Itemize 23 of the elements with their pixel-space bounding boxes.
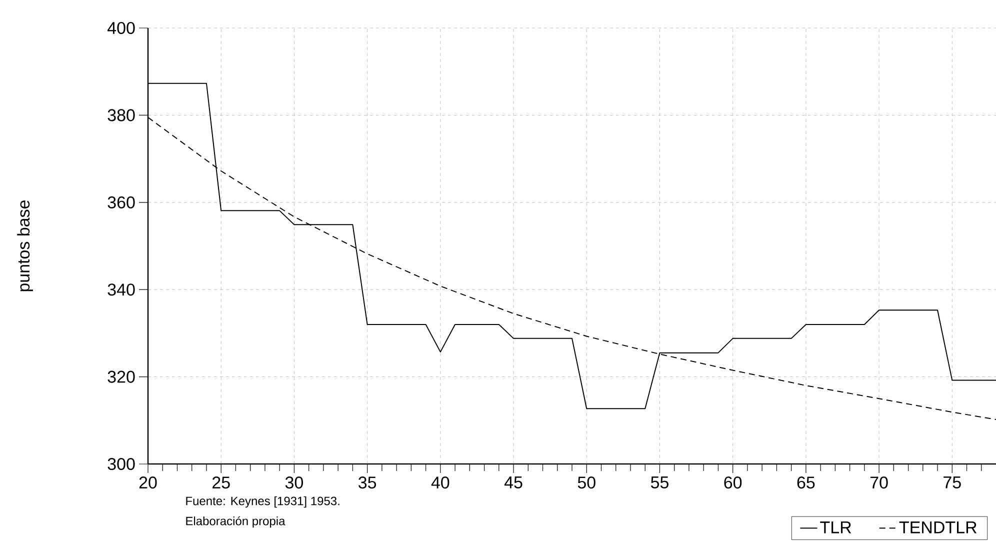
legend-label: TLR bbox=[820, 522, 852, 534]
x-tick-label: 35 bbox=[358, 476, 376, 489]
y-tick-label: 400 bbox=[107, 22, 135, 34]
legend-label: TENDTLR bbox=[899, 522, 977, 534]
x-tick-label: 25 bbox=[212, 476, 230, 489]
y-tick-label: 320 bbox=[108, 370, 135, 383]
x-tick-label: 20 bbox=[139, 476, 157, 489]
x-tick-label: 70 bbox=[870, 476, 888, 489]
x-tick-label: 50 bbox=[578, 476, 596, 489]
y-tick-label: 340 bbox=[108, 284, 135, 296]
x-tick-label: 75 bbox=[944, 476, 961, 488]
text: Elaboración propia bbox=[186, 516, 286, 528]
x-tick-label: 45 bbox=[504, 476, 522, 488]
y-tick-label: 380 bbox=[108, 109, 135, 122]
x-tick-label: 40 bbox=[431, 476, 450, 489]
x-tick-label: 60 bbox=[724, 476, 742, 489]
x-tick-label: 55 bbox=[650, 476, 668, 488]
y-tick-label: 360 bbox=[108, 196, 135, 208]
source-note: Fuente: Keynes [1931] 1953. bbox=[186, 496, 340, 508]
x-tick-label: 65 bbox=[797, 476, 815, 489]
x-tick-label: 30 bbox=[285, 476, 304, 489]
y-axis-title: puntos base bbox=[17, 200, 33, 292]
y-tick-label: 300 bbox=[108, 458, 135, 470]
